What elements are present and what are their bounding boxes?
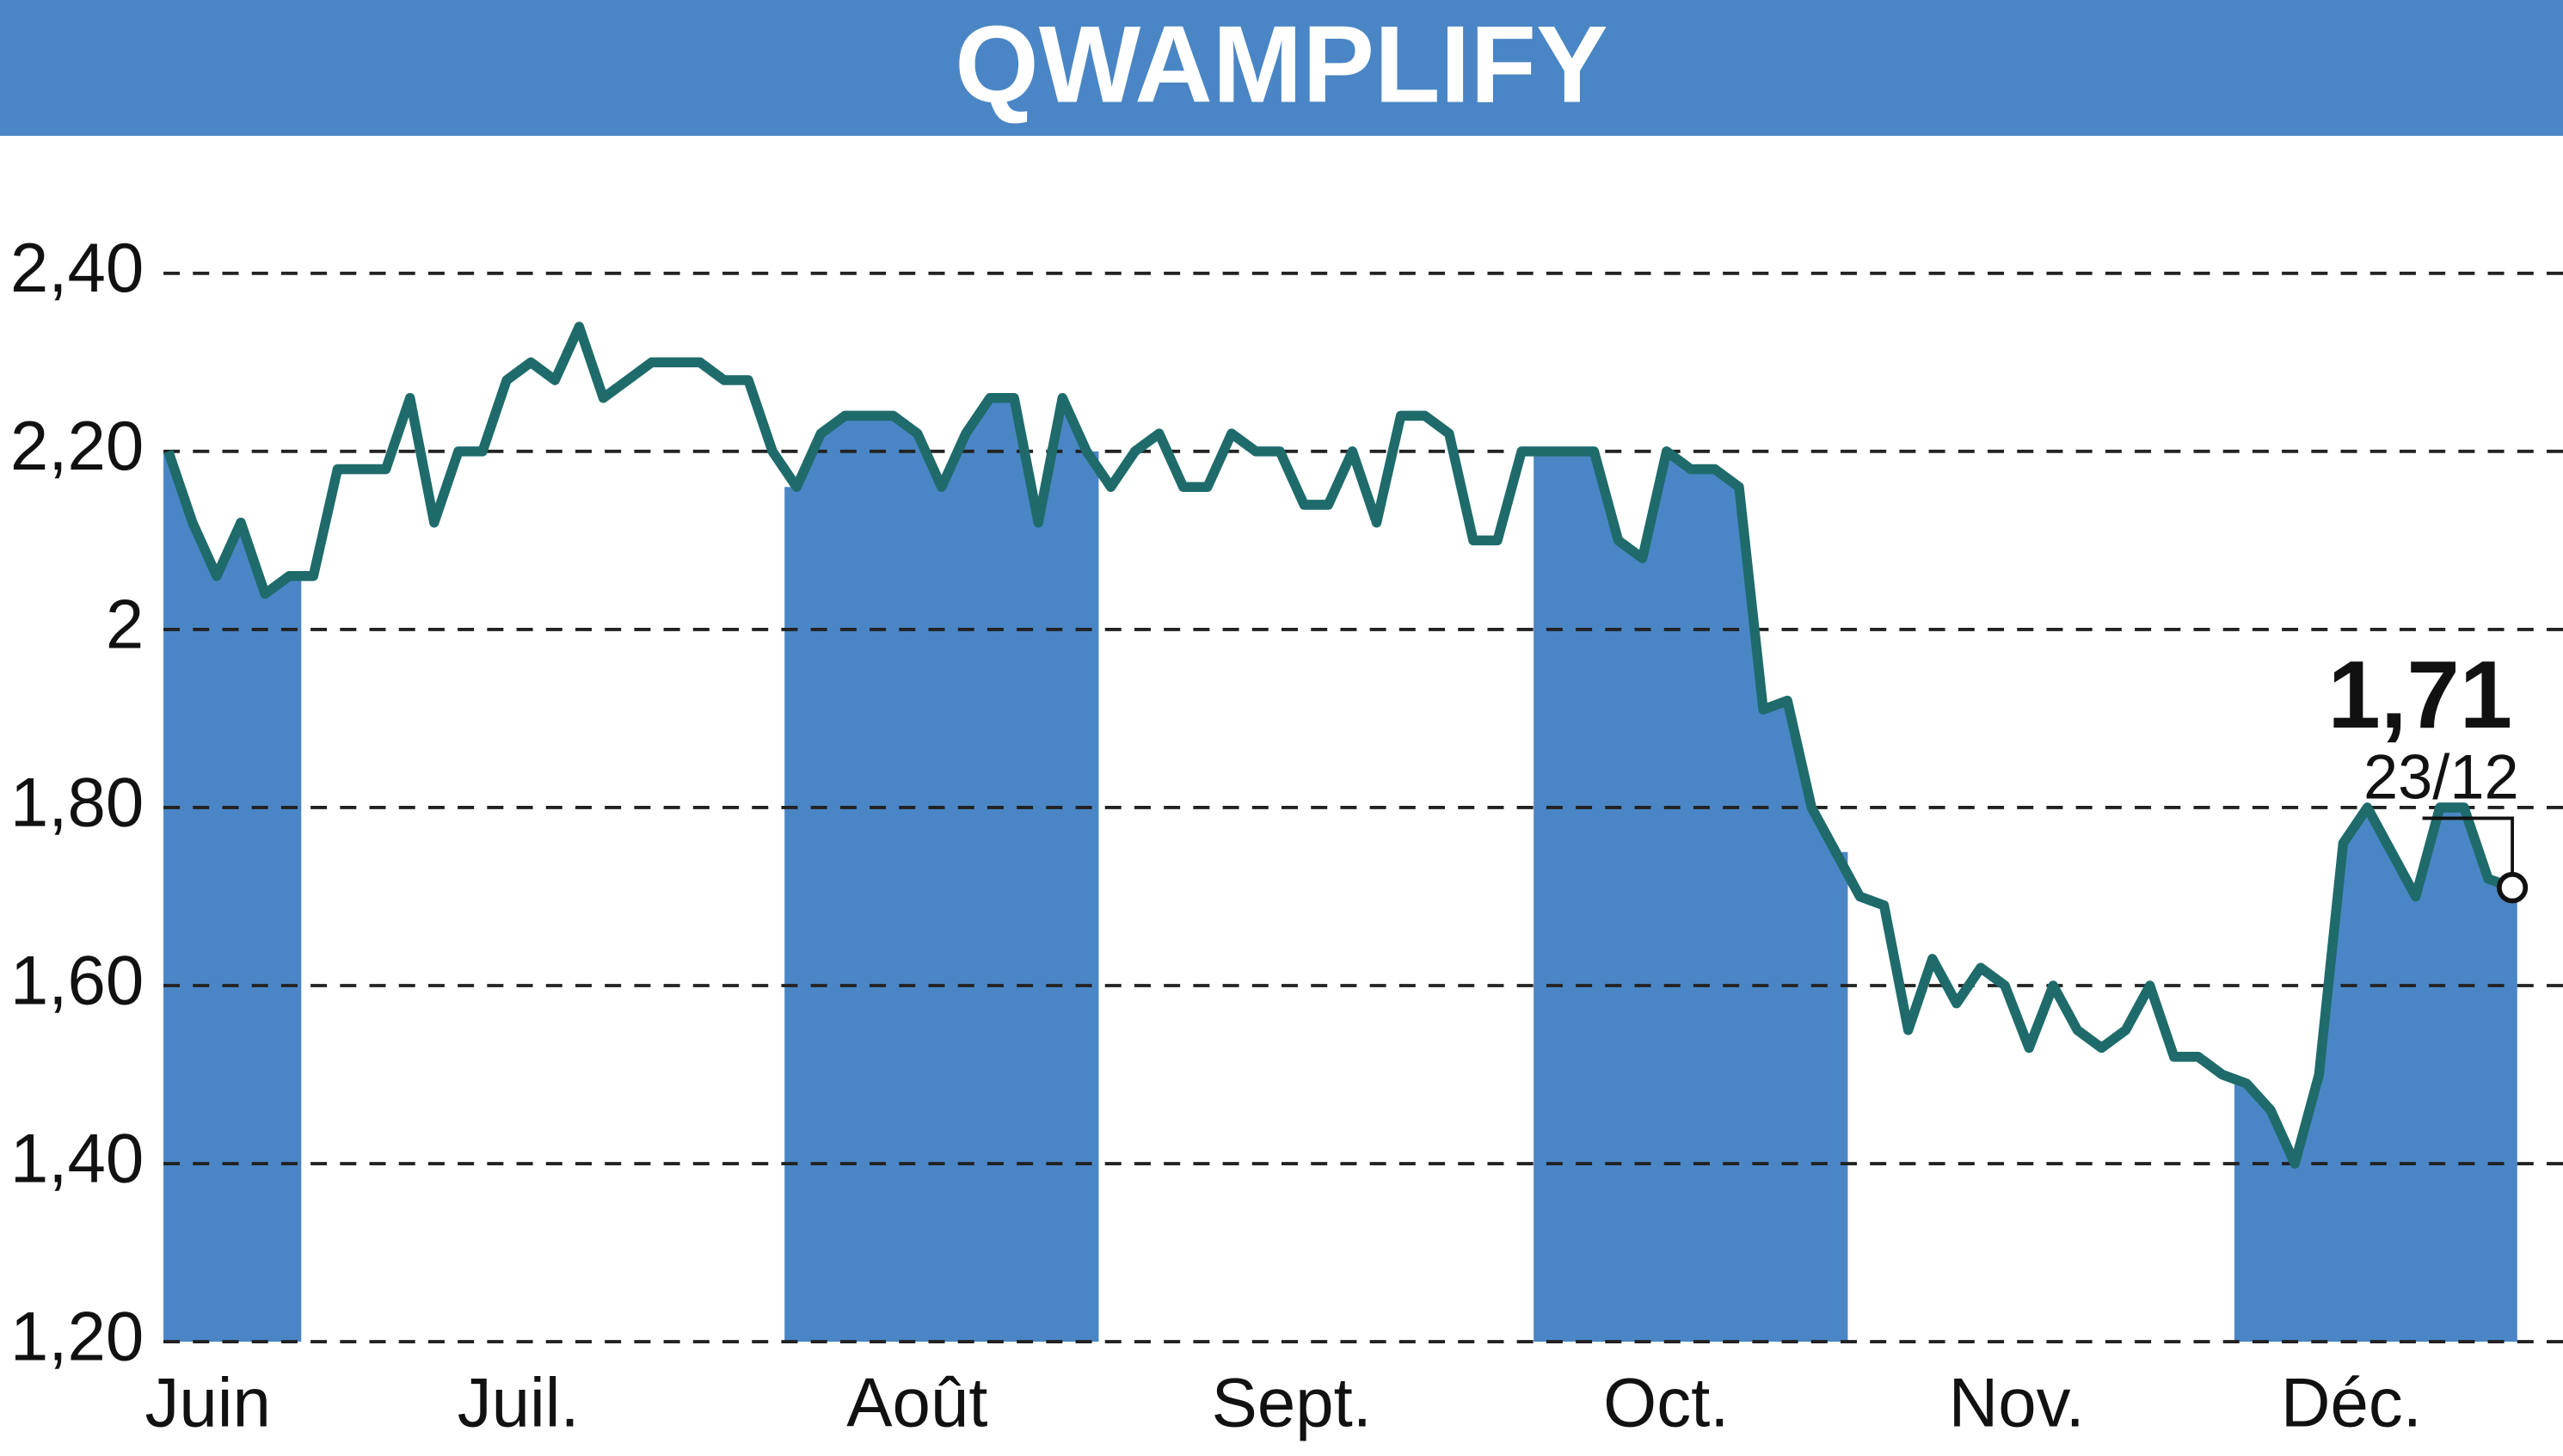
last-date-label: 23/12 (2363, 742, 2519, 813)
y-tick-label: 2,20 (10, 408, 144, 486)
month-band (784, 397, 1099, 1342)
y-tick-label: 1,60 (10, 942, 144, 1020)
x-tick-label: Nov. (1949, 1364, 2085, 1442)
title-bar (0, 0, 2563, 136)
y-tick-label: 1,40 (10, 1120, 144, 1198)
y-tick-label: 1,80 (10, 764, 144, 842)
y-tick-label: 2,40 (10, 230, 144, 308)
x-tick-label: Juin (144, 1364, 270, 1442)
last-value-label: 1,71 (2328, 641, 2513, 748)
bracket (2422, 816, 2514, 888)
y-tick-label: 2 (106, 586, 144, 664)
x-tick-label: Sept. (1212, 1364, 1372, 1442)
month-band (163, 451, 302, 1342)
x-tick-label: Juil. (458, 1364, 580, 1442)
x-tick-label: Août (846, 1364, 987, 1442)
chart-title: QWAMPLIFY (955, 3, 1607, 126)
bands (163, 397, 2517, 1342)
price-line (163, 322, 2515, 1169)
month-band (1533, 451, 1848, 1342)
y-tick-label: 1,20 (10, 1298, 144, 1376)
month-band (2234, 807, 2517, 1342)
last-point (2497, 871, 2529, 904)
x-tick-label: Oct. (1603, 1364, 1729, 1442)
x-tick-label: Déc. (2281, 1364, 2422, 1442)
